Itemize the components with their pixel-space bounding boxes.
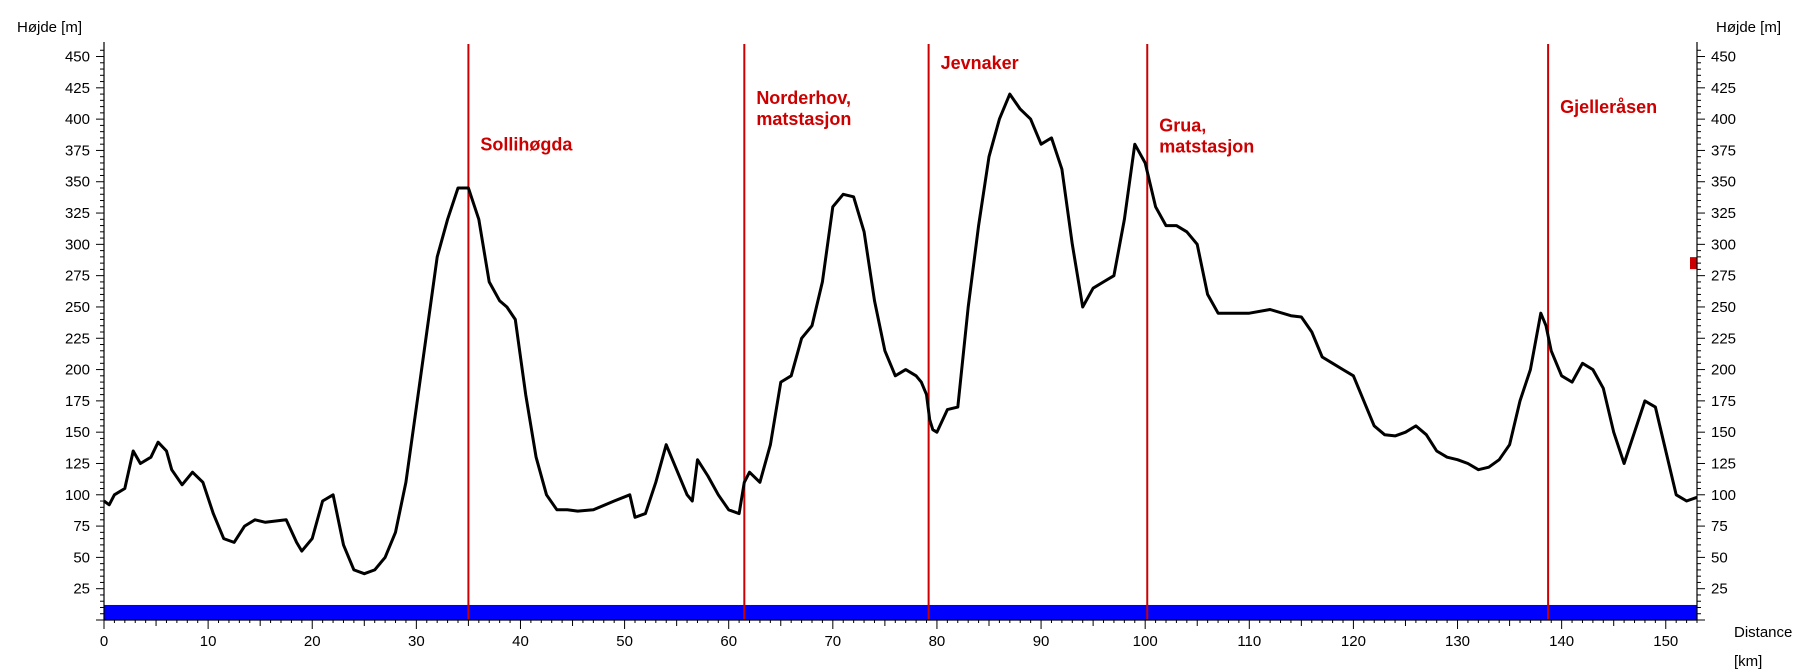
y-tick-label-left: 450 (65, 49, 90, 66)
y-tick-label-right: 250 (1711, 299, 1736, 316)
baseline-band (104, 257, 1697, 620)
y-tick-label-left: 350 (65, 174, 90, 191)
y-tick-label-left: 50 (73, 549, 90, 566)
y-tick-label-right: 300 (1711, 236, 1736, 253)
y-tick-label-left: 400 (65, 111, 90, 128)
y-tick-label-left: 325 (65, 205, 90, 222)
y-tick-label-left: 175 (65, 393, 90, 410)
y-tick-label-right: 225 (1711, 330, 1736, 347)
x-tick-label: 130 (1445, 633, 1470, 650)
x-tick-label: 80 (929, 633, 946, 650)
x-tick-label: 100 (1133, 633, 1158, 650)
y-tick-label-right: 425 (1711, 80, 1736, 97)
y-tick-label-right: 350 (1711, 174, 1736, 191)
baseline-band-rect (104, 604, 1697, 620)
x-tick-label: 110 (1237, 633, 1261, 650)
y-tick-label-right: 175 (1711, 393, 1736, 410)
x-tick-label: 70 (824, 633, 841, 650)
y-tick-label-left: 375 (65, 142, 90, 159)
axis-labels: Højde [m] Højde [m] Distance [km] (17, 19, 1792, 670)
y-tick-label-left: 300 (65, 236, 90, 253)
y-tick-label-right: 325 (1711, 205, 1736, 222)
y-tick-label-right: 450 (1711, 49, 1736, 66)
x-tick-label: 120 (1341, 633, 1366, 650)
y-tick-label-right: 375 (1711, 142, 1736, 159)
x-tick-label: 50 (616, 633, 633, 650)
y-tick-label-right: 75 (1711, 518, 1728, 535)
marker-label-3: Grua, matstasjon (1159, 116, 1254, 157)
x-tick-label: 90 (1033, 633, 1050, 650)
y-tick-label-left: 100 (65, 487, 90, 504)
y-axis-title-right: Højde [m] (1716, 19, 1781, 36)
x-tick-label: 60 (720, 633, 737, 650)
y-tick-label-right: 275 (1711, 268, 1736, 285)
x-tick-label: 20 (304, 633, 321, 650)
y-axis-title-left: Højde [m] (17, 19, 82, 36)
marker-label-0: Sollihøgda (480, 134, 573, 154)
x-axis-title-line2: [km] (1734, 653, 1762, 670)
y-tick-label-right: 150 (1711, 424, 1736, 441)
y-tick-label-right: 100 (1711, 487, 1736, 504)
side-mark (1690, 257, 1697, 270)
y-tick-label-left: 25 (73, 581, 90, 598)
y-tick-label-left: 200 (65, 362, 90, 379)
marker-label-2: Jevnaker (941, 53, 1019, 73)
x-tick-label: 30 (408, 633, 425, 650)
y-tick-label-left: 275 (65, 268, 90, 285)
y-tick-label-left: 75 (73, 518, 90, 535)
y-tick-label-left: 150 (65, 424, 90, 441)
x-tick-label: 0 (100, 633, 108, 650)
y-tick-label-left: 125 (65, 455, 90, 472)
y-tick-label-right: 50 (1711, 549, 1728, 566)
y-tick-label-left: 225 (65, 330, 90, 347)
y-tick-label-right: 25 (1711, 581, 1728, 598)
y-tick-label-left: 425 (65, 80, 90, 97)
y-tick-label-right: 200 (1711, 362, 1736, 379)
y-tick-label-right: 125 (1711, 455, 1736, 472)
marker-label-1: Norderhov, matstasjon (756, 88, 851, 129)
x-tick-label: 40 (512, 633, 529, 650)
y-tick-label-left: 250 (65, 299, 90, 316)
x-tick-label: 10 (200, 633, 217, 650)
x-axis-title-line1: Distance (1734, 624, 1792, 641)
y-tick-label-right: 400 (1711, 111, 1736, 128)
station-markers: Sollihøgda Norderhov, matstasjon Jevnaker Gr… (467, 44, 1657, 620)
x-tick-label: 140 (1549, 633, 1574, 650)
marker-label-4: Gjelleråsen (1560, 97, 1657, 117)
elevation-line (103, 92, 1698, 576)
elevation-series-0 (103, 92, 1698, 576)
x-tick-label: 150 (1653, 633, 1678, 650)
